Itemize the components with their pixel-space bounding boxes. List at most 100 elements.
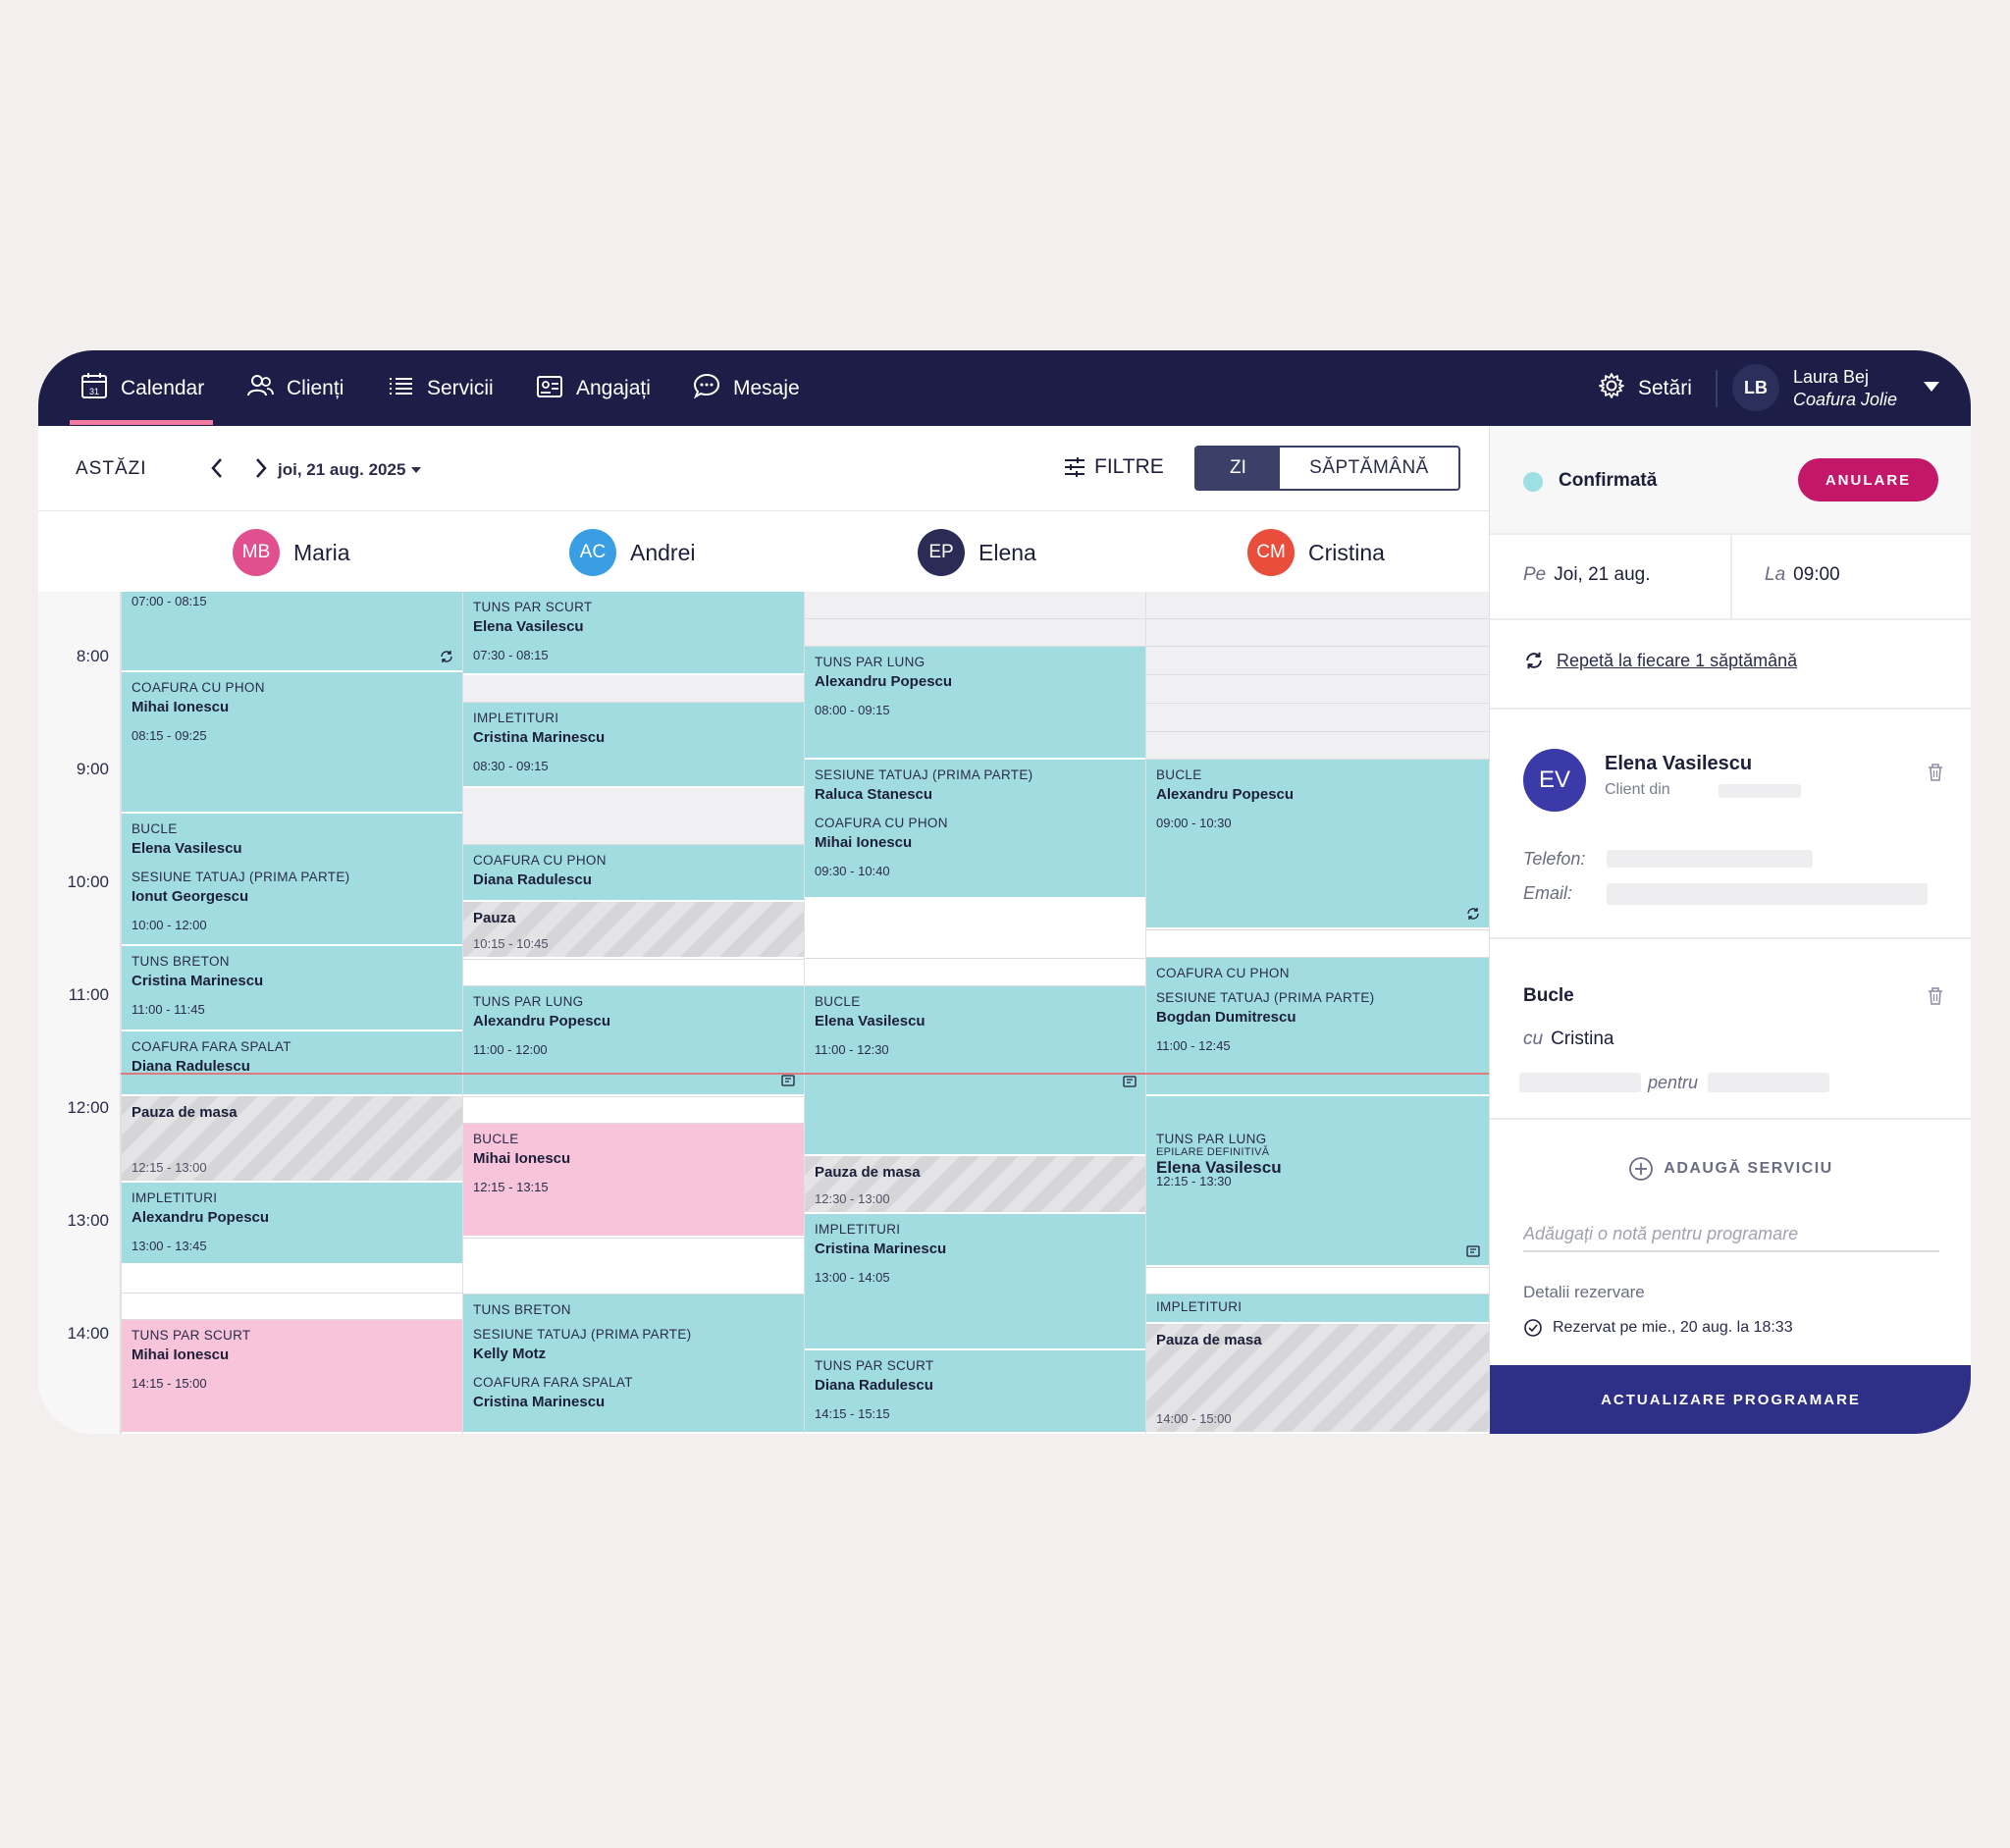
date-picker[interactable]: joi, 21 aug. 2025 [278,460,422,480]
break-block[interactable]: Pauza de masa 12:15 - 13:00 [122,1096,462,1183]
empty-slot[interactable] [463,959,804,986]
appt-time: 11:00 - 12:00 [473,1042,548,1057]
client-name[interactable]: Elena Vasilescu [1605,753,1753,774]
service-name[interactable]: Bucle [1523,985,1574,1006]
break-time: 12:30 - 13:00 [815,1191,890,1206]
appointment-card[interactable]: IMPLETITURI Cristina Marinescu 08:30 - 0… [463,703,804,788]
empty-slot[interactable] [122,1293,462,1320]
client-since: Client din [1605,781,1670,798]
note-input[interactable] [1523,1217,1939,1252]
appointment-card[interactable]: BUCLE Mihai Ionescu 12:15 - 13:15 [463,1124,804,1238]
nav-services[interactable]: Servicii [386,350,494,426]
nav-employees[interactable]: Angajați [535,350,651,426]
duration-value[interactable] [1519,1073,1641,1092]
chevron-left-icon[interactable] [205,455,231,481]
app-window: 31 Calendar Clienți Servicii Angajați Me… [38,350,1971,1434]
staff-maria[interactable]: MB Maria [233,529,350,576]
unavailable-slot [1146,619,1489,647]
user-avatar[interactable]: LB [1732,364,1779,411]
chat-icon [692,371,721,406]
appt-service: SESIUNE TATUAJ (PRIMA PARTE) [815,767,1033,782]
appointment-card[interactable]: BUCLE Alexandru Popescu 09:00 - 10:30 [1146,760,1489,929]
nav-messages[interactable]: Mesaje [692,350,800,426]
price-value[interactable] [1708,1073,1829,1092]
update-appointment-button[interactable]: ACTUALIZARE PROGRAMARE [1490,1365,1971,1434]
appointment-card[interactable]: TUNS PAR LUNG EPILARE DEFINITIVĂ Elena V… [1146,1096,1489,1267]
trash-icon[interactable] [1927,986,1944,1006]
appointment-card[interactable]: BUCLE Elena Vasilescu SESIUNE TATUAJ (PR… [122,814,462,946]
email-value[interactable] [1607,883,1928,905]
appt-service: SESIUNE TATUAJ (PRIMA PARTE) [1156,990,1375,1005]
repeat-link[interactable]: Repetă la fiecare 1 săptămână [1523,650,1797,671]
datetime-section: Pe Joi, 21 aug. La 09:00 [1490,535,1971,620]
staff-header: MB Maria AC Andrei EP Elena CM Cristina [38,511,1489,592]
appointment-card[interactable]: TUNS PAR LUNG Alexandru Popescu 08:00 - … [805,647,1145,760]
appt-service: IMPLETITURI [815,1222,901,1237]
phone-value[interactable] [1607,850,1813,868]
time-field[interactable]: La 09:00 [1765,564,1840,586]
chevron-right-icon[interactable] [247,455,273,481]
appointment-card[interactable]: TUNS BRETON SESIUNE TATUAJ (PRIMA PARTE)… [463,1294,804,1434]
appt-time: 08:15 - 09:25 [132,728,207,743]
appointment-card[interactable]: COAFURA CU PHON Mihai Ionescu 08:15 - 09… [122,672,462,814]
break-block[interactable]: Pauza de masa 12:30 - 13:00 [805,1156,1145,1214]
appt-service: TUNS PAR LUNG [473,994,584,1009]
staff-elena[interactable]: EP Elena [918,529,1036,576]
add-service-button[interactable]: ADAUGĂ SERVICIU [1490,1156,1971,1182]
service-staff[interactable]: cu Cristina [1523,1029,1613,1050]
note-icon [1466,1245,1480,1257]
appointment-card[interactable]: 07:00 - 08:15 [122,592,462,672]
calendar-grid: 8:00 9:00 10:00 11:00 12:00 13:00 14:00 … [38,592,1489,1434]
redacted-field [1719,784,1801,798]
appointment-card[interactable]: IMPLETITURI [1146,1294,1489,1324]
empty-slot[interactable] [463,1096,804,1124]
appt-service: COAFURA CU PHON [473,853,607,868]
appointment-card[interactable]: SESIUNE TATUAJ (PRIMA PARTE) Raluca Stan… [805,760,1145,899]
appointment-card[interactable]: TUNS PAR LUNG Alexandru Popescu 11:00 - … [463,986,804,1096]
staff-andrei[interactable]: AC Andrei [569,529,695,576]
appointment-card[interactable]: TUNS BRETON Cristina Marinescu 11:00 - 1… [122,946,462,1031]
appt-time: 07:30 - 08:15 [473,648,549,662]
time-label: La [1765,564,1786,585]
filters-button[interactable]: FILTRE [1063,455,1164,479]
appointment-card[interactable]: COAFURA CU PHON Diana Radulescu [463,845,804,902]
nav-settings[interactable]: Setări [1597,350,1692,426]
empty-slot[interactable] [1146,1267,1489,1294]
break-title: Pauza [473,910,516,926]
break-block[interactable]: Pauza de masa 14:00 - 15:00 [1146,1324,1489,1434]
appt-client: Mihai Ionescu [132,1346,230,1363]
cancel-button[interactable]: ANULARE [1798,458,1938,502]
appointment-card[interactable]: BUCLE Elena Vasilescu 11:00 - 12:30 [805,986,1145,1156]
appt-service: IMPLETITURI [1156,1299,1243,1314]
break-block[interactable]: Pauza 10:15 - 10:45 [463,902,804,959]
appointment-card[interactable]: IMPLETITURI Alexandru Popescu 13:00 - 13… [122,1183,462,1265]
break-title: Pauza de masa [132,1104,238,1121]
empty-slot[interactable] [463,1238,804,1294]
appt-service: TUNS PAR SCURT [815,1358,934,1373]
today-button[interactable]: ASTĂZI [76,458,147,479]
staff-cristina[interactable]: CM Cristina [1247,529,1385,576]
view-week-button[interactable]: SĂPTĂMÂNĂ [1309,457,1429,478]
appointment-card[interactable]: COAFURA FARA SPALAT Diana Radulescu [122,1031,462,1096]
gear-icon [1597,371,1626,406]
appt-time: 09:00 - 10:30 [1156,816,1232,830]
nav-calendar[interactable]: 31 Calendar [79,350,204,426]
current-time-line [121,1073,1489,1075]
appt-service: COAFURA CU PHON [1156,966,1290,980]
empty-slot[interactable] [1146,929,1489,958]
empty-slot[interactable] [805,958,1145,986]
nav-clients[interactable]: Clienți [245,350,344,426]
appointment-card[interactable]: TUNS PAR SCURT Mihai Ionescu 14:15 - 15:… [122,1320,462,1434]
appt-client: Mihai Ionescu [473,1150,571,1167]
status-label[interactable]: Confirmată [1559,470,1658,491]
appointment-card[interactable]: IMPLETITURI Cristina Marinescu 13:00 - 1… [805,1214,1145,1350]
staff-avatar: MB [233,529,280,576]
trash-icon[interactable] [1927,763,1944,782]
appointment-card[interactable]: TUNS PAR SCURT Diana Radulescu 14:15 - 1… [805,1350,1145,1434]
date-field[interactable]: Pe Joi, 21 aug. [1523,564,1651,586]
chevron-down-icon[interactable] [1924,382,1939,392]
list-icon [386,371,415,406]
view-day-button[interactable]: ZI [1196,448,1280,489]
appointment-card[interactable]: TUNS PAR SCURT Elena Vasilescu 07:30 - 0… [463,592,804,675]
appointment-card[interactable]: COAFURA CU PHON SESIUNE TATUAJ (PRIMA PA… [1146,958,1489,1096]
